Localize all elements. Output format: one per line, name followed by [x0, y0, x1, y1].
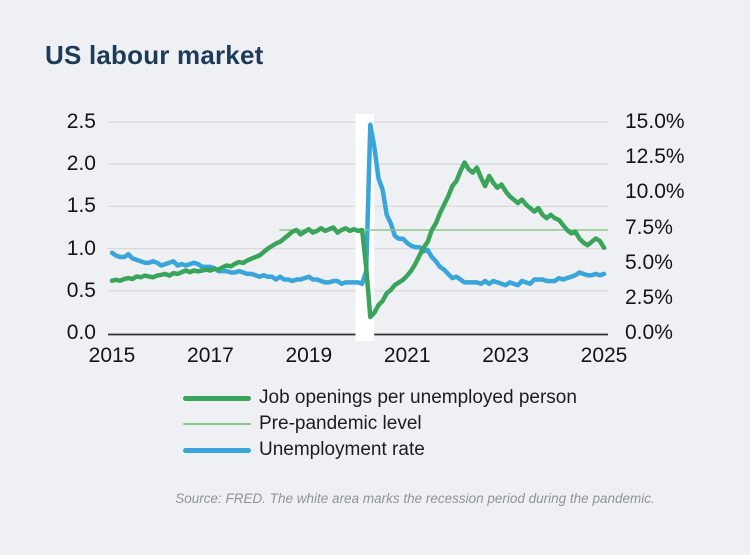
legend-swatch-pre-pandemic [183, 423, 251, 425]
left-axis-tick-label: 1.5 [66, 194, 96, 218]
legend-item-unemployment: Unemployment rate [183, 437, 577, 463]
right-axis-tick-label: 12.5% [625, 145, 685, 169]
legend-swatch-unemployment [183, 447, 251, 453]
left-axis-tick-label: 2.5 [66, 110, 96, 133]
chart-legend: Job openings per unemployed person Pre-p… [183, 385, 577, 463]
legend-label-job-openings: Job openings per unemployed person [259, 387, 577, 408]
right-axis-tick-label: 5.0% [625, 250, 673, 274]
left-axis-tick-label: 0.0 [66, 321, 96, 344]
page-title: US labour market [45, 40, 264, 70]
x-axis-tick-label: 2019 [285, 344, 333, 367]
x-axis-tick-label: 2023 [482, 344, 529, 367]
series-line-right [109, 122, 607, 288]
legend-item-pre-pandemic: Pre-pandemic level [183, 411, 577, 437]
right-axis-tick-label: 2.5% [625, 285, 673, 309]
legend-swatch-job-openings [183, 395, 251, 401]
right-axis-tick-label: 15.0% [625, 110, 685, 133]
left-axis-tick-label: 0.5 [66, 278, 96, 302]
left-axis-tick-label: 1.0 [66, 236, 96, 260]
source-note: Source: FRED. The white area marks the r… [175, 491, 655, 506]
legend-label-pre-pandemic: Pre-pandemic level [259, 413, 422, 434]
x-axis-tick-label: 2017 [187, 344, 234, 367]
x-axis-tick-label: 2025 [580, 344, 628, 367]
legend-label-unemployment: Unemployment rate [259, 439, 425, 460]
x-axis-tick-label: 2015 [88, 344, 136, 367]
right-axis-tick-label: 10.0% [625, 180, 685, 204]
right-axis-tick-label: 0.0% [625, 321, 673, 344]
right-axis-tick-label: 7.5% [625, 215, 673, 239]
x-axis-tick-label: 2021 [383, 344, 431, 367]
legend-item-job-openings: Job openings per unemployed person [183, 385, 577, 411]
series-line-left [109, 160, 607, 320]
left-axis-tick-label: 2.0 [66, 152, 96, 176]
